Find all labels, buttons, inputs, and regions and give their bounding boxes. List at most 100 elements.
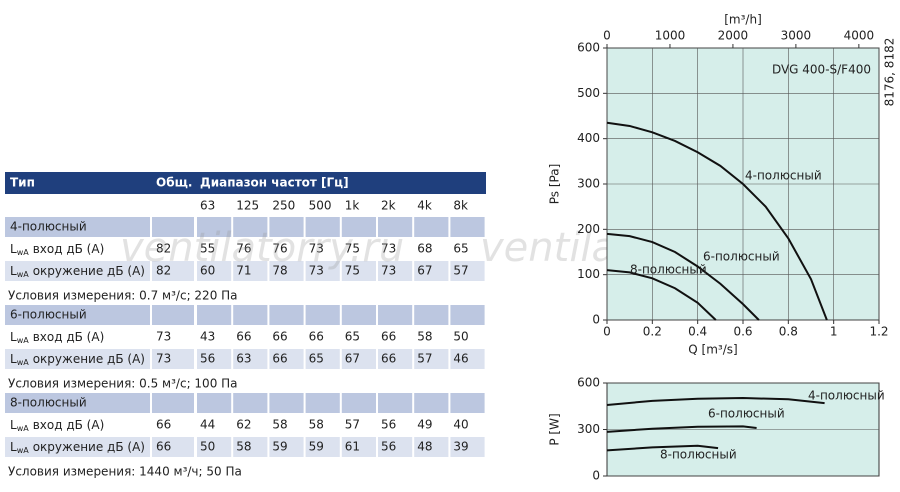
x-axis-label: Q [m³/s] [688, 343, 737, 357]
value: 59 [309, 440, 324, 454]
subscript: wA [17, 446, 30, 455]
label: вход дБ (А) [33, 330, 105, 344]
cell-bg [152, 437, 194, 457]
cell-bg [197, 217, 232, 237]
value: 61 [345, 440, 360, 454]
total: 82 [156, 242, 171, 256]
value: 75 [345, 264, 360, 278]
group-name: 6-полюсный [10, 308, 87, 322]
value: 63 [236, 352, 251, 366]
cell-bg [152, 349, 194, 369]
subscript: wA [17, 424, 30, 433]
y-tick-label: 300 [577, 422, 600, 436]
condition: Условия измерения: 0.7 м³/с; 220 Па [8, 289, 238, 303]
cell-bg [197, 349, 232, 369]
value: 65 [453, 242, 468, 256]
chart-title: DVG 400-S/F400 [772, 63, 871, 77]
value: 55 [200, 242, 215, 256]
cell-bg [450, 393, 485, 413]
value: 71 [236, 264, 251, 278]
y-tick-label: 600 [577, 376, 600, 390]
frequency: 8k [453, 199, 468, 213]
cell-bg [450, 217, 485, 237]
value: 48 [417, 440, 432, 454]
x-tick-label: 0.6 [733, 325, 752, 339]
side-code: 8176, 8182 [883, 38, 897, 107]
value: 50 [200, 440, 215, 454]
value: 67 [417, 264, 432, 278]
x2-tick-label: 4000 [844, 29, 875, 43]
row-label: LwA вход дБ (А) [10, 330, 104, 345]
value: 56 [381, 418, 396, 432]
value: 73 [381, 242, 396, 256]
frequency: 125 [236, 199, 259, 213]
cell-bg [197, 393, 232, 413]
frequency: 63 [200, 199, 215, 213]
value: 56 [381, 440, 396, 454]
cell-bg [152, 261, 194, 281]
table-header: Тип [10, 176, 35, 190]
cell-bg [5, 261, 150, 281]
row-label: LwA окружение дБ (А) [10, 440, 145, 455]
y-tick-label: 100 [577, 267, 600, 281]
value: 44 [200, 418, 215, 432]
value: 56 [200, 352, 215, 366]
cell-bg [414, 393, 449, 413]
cell-bg [450, 261, 485, 281]
value: 66 [272, 352, 287, 366]
cell-bg [450, 305, 485, 325]
series-label: 4-полюсный [808, 389, 885, 403]
frequency: 1k [345, 199, 360, 213]
label: окружение дБ (А) [33, 440, 145, 454]
symbol: L [10, 352, 17, 366]
series-line [606, 444, 719, 452]
cell-bg [341, 349, 376, 369]
cell-bg [414, 305, 449, 325]
cell-bg [269, 393, 304, 413]
cell-bg [233, 261, 268, 281]
cell-bg [378, 393, 413, 413]
symbol: L [10, 264, 17, 278]
cell-bg [341, 305, 376, 325]
y-tick-label: 500 [577, 86, 600, 100]
cell-bg [269, 305, 304, 325]
x-tick-label: 0.8 [779, 325, 798, 339]
series-label: 6-полюсный [708, 407, 785, 421]
cell-bg [305, 217, 340, 237]
y-tick-label: 0 [592, 313, 600, 327]
cell-bg [414, 217, 449, 237]
cell-bg [152, 393, 194, 413]
cell-bg [5, 349, 150, 369]
cell-bg [233, 305, 268, 325]
cell-bg [414, 261, 449, 281]
condition: Условия измерения: 0.5 м³/с; 100 Па [8, 377, 238, 391]
series-line [606, 269, 717, 321]
series-label: 4-полюсный [745, 169, 822, 183]
x-tick-label: 1 [830, 325, 838, 339]
value: 65 [345, 330, 360, 344]
cell-bg [341, 261, 376, 281]
cell-bg [269, 437, 304, 457]
cell-bg [5, 393, 150, 413]
cell-bg [152, 217, 194, 237]
x2-tick-label: 3000 [781, 29, 812, 43]
value: 58 [272, 418, 287, 432]
table-header: Диапазон частот [Гц] [200, 176, 349, 190]
value: 73 [309, 264, 324, 278]
cell-bg [305, 349, 340, 369]
value: 76 [236, 242, 251, 256]
cell-bg [305, 393, 340, 413]
table-header-bg [5, 172, 486, 194]
total: 73 [156, 352, 171, 366]
cell-bg [305, 437, 340, 457]
row-label: LwA окружение дБ (А) [10, 352, 145, 367]
x2-axis-label: [m³/h] [724, 13, 762, 27]
subscript: wA [17, 248, 30, 257]
cell-bg [233, 393, 268, 413]
value: 43 [200, 330, 215, 344]
watermark: ventilatorry.ru [120, 225, 404, 271]
symbol: L [10, 242, 17, 256]
value: 58 [417, 330, 432, 344]
label: окружение дБ (А) [33, 352, 145, 366]
